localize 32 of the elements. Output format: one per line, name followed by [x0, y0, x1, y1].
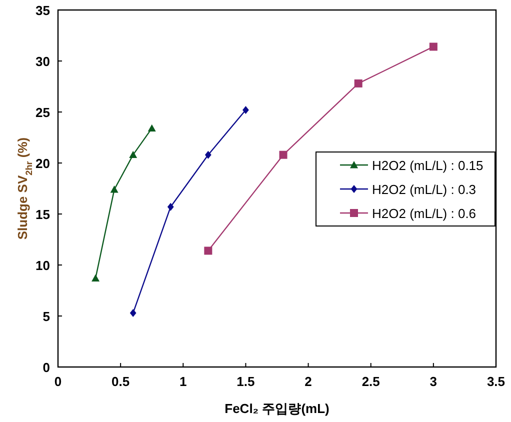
point: [110, 186, 118, 193]
y-tick-label: 10: [36, 258, 50, 273]
point: [129, 150, 138, 158]
x-tick-label: 3.5: [486, 374, 506, 389]
y-tick-label: 25: [36, 105, 50, 120]
point: [204, 150, 212, 159]
point: [354, 79, 362, 88]
point: [130, 308, 136, 317]
point: [167, 202, 174, 211]
x-tick-label: 1.5: [236, 374, 255, 389]
y-tick-label: 0: [42, 360, 50, 375]
legend-label: H2O2 (mL/L) : 0.6: [372, 206, 476, 221]
point: [204, 246, 212, 255]
point: [148, 124, 156, 132]
point: [92, 274, 100, 282]
point: [242, 106, 249, 114]
x-tick-label: 1: [180, 374, 187, 389]
y-tick-label: 5: [42, 309, 50, 324]
y-tick-label: 15: [36, 207, 50, 222]
x-tick-label: 2.5: [362, 374, 380, 389]
x-axis-title: FeCl₂ 주입량(mL): [224, 401, 330, 416]
point: [279, 150, 288, 159]
x-tick-label: 0: [54, 374, 62, 389]
legend-label: H2O2 (mL/L) : 0.3: [372, 182, 476, 197]
point: [429, 42, 438, 51]
legend-label: H2O2 (mL/L) : 0.15: [372, 158, 484, 173]
y-tick-label: 30: [36, 54, 50, 69]
x-tick-label: 3: [430, 374, 438, 389]
y-tick-label: 20: [36, 156, 50, 171]
x-tick-label: 2: [304, 374, 312, 389]
x-tick-label: 0.5: [112, 374, 130, 389]
y-tick-label: 35: [36, 3, 50, 18]
